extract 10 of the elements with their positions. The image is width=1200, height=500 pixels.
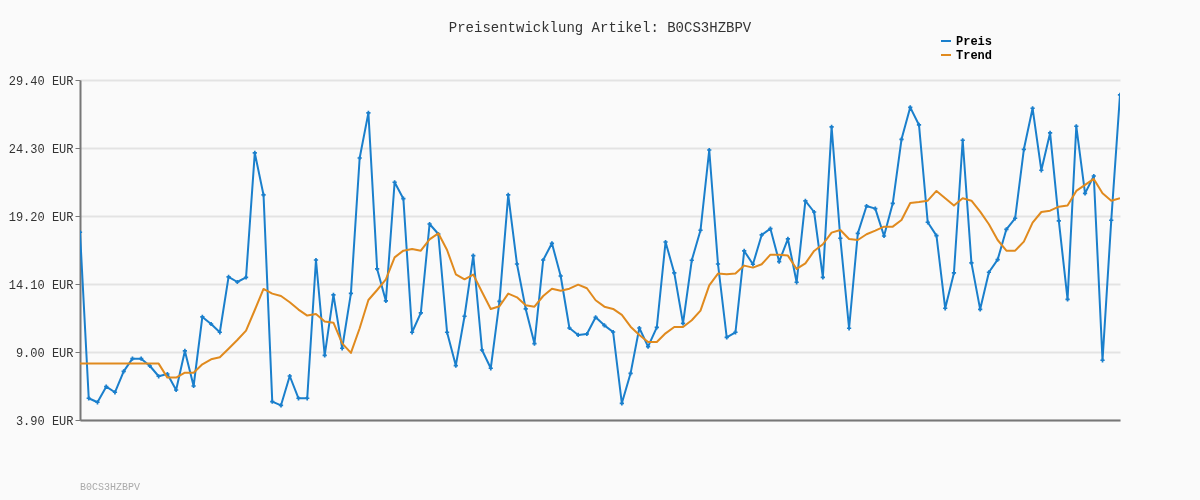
legend-label: Trend — [956, 49, 993, 63]
legend-label: Preis — [956, 35, 993, 49]
y-tick-label: 9.00 EUR — [15, 346, 74, 361]
text: B0CS3HZBPV — [80, 482, 141, 493]
y-tick-label: 29.40 EUR — [8, 74, 74, 89]
y-tick-label: 19.20 EUR — [8, 210, 74, 225]
y-tick-label: 14.10 EUR — [8, 278, 74, 293]
y-tick-label: 3.90 EUR — [15, 414, 74, 429]
y-tick-label: 24.30 EUR — [8, 142, 74, 157]
chart-title: Preisentwicklung Artikel: B0CS3HZBPV — [448, 20, 752, 36]
